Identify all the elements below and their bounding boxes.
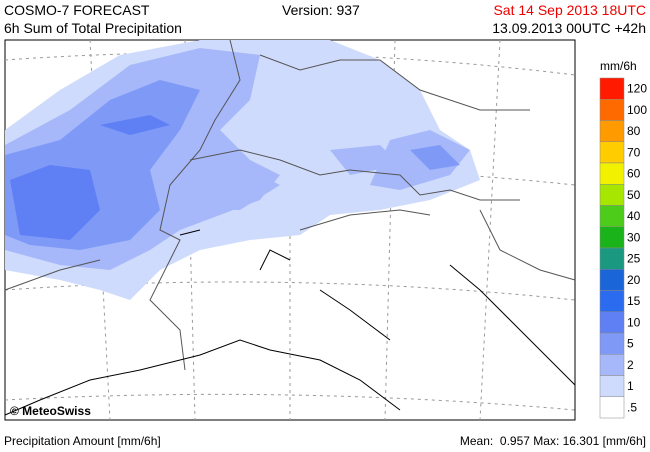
legend-swatch — [599, 120, 625, 142]
borders — [4, 39, 576, 371]
legend-swatch — [599, 141, 625, 164]
legend-label: .5 — [627, 400, 637, 414]
legend-label: 2 — [627, 358, 634, 372]
legend-swatch — [599, 247, 625, 270]
legend-swatch — [599, 354, 625, 376]
legend-label: 1 — [627, 379, 634, 393]
coastlines — [4, 229, 576, 416]
legend-swatch — [599, 99, 625, 121]
legend-label: 20 — [627, 273, 641, 287]
legend-label: 60 — [627, 167, 641, 181]
legend-swatch — [599, 396, 625, 419]
legend-unit: mm/6h — [600, 59, 637, 73]
legend-label: 30 — [627, 230, 641, 244]
legend-swatch — [599, 77, 625, 100]
legend-swatch — [599, 184, 625, 206]
footer-left: Precipitation Amount [mm/6h] — [4, 434, 161, 448]
credit: © MeteoSwiss — [10, 404, 91, 418]
legend-label: 100 — [627, 103, 647, 117]
legend-swatch — [599, 290, 625, 312]
legend-swatch — [599, 311, 625, 334]
legend-swatch — [599, 205, 625, 227]
legend-label: 40 — [627, 209, 641, 223]
run-time: 13.09.2013 00UTC +42h — [492, 20, 646, 36]
legend-label: 50 — [627, 188, 641, 202]
legend-label: 5 — [627, 337, 634, 351]
legend: 120 100 80 70 60 50 40 30 25 20 15 10 5 2 1 .5 — [599, 77, 647, 419]
legend-label: 120 — [627, 82, 647, 96]
subtitle: 6h Sum of Total Precipitation — [4, 20, 182, 36]
precipitation — [5, 40, 480, 300]
title: COSMO-7 FORECAST — [4, 2, 150, 18]
legend-swatch — [599, 162, 625, 185]
footer-right: Mean: 0.957 Max: 16.301 [mm/6h] — [459, 434, 646, 448]
legend-swatch — [599, 269, 625, 291]
valid-time: Sat 14 Sep 2013 18UTC — [493, 2, 646, 18]
legend-swatch — [599, 332, 625, 355]
legend-label: 10 — [627, 315, 641, 329]
legend-swatch — [599, 226, 625, 249]
legend-label: 15 — [627, 294, 641, 308]
legend-swatch — [599, 375, 625, 397]
legend-label: 25 — [627, 252, 641, 266]
legend-label: 80 — [627, 124, 641, 138]
legend-label: 70 — [627, 145, 641, 159]
version: Version: 937 — [282, 2, 360, 18]
